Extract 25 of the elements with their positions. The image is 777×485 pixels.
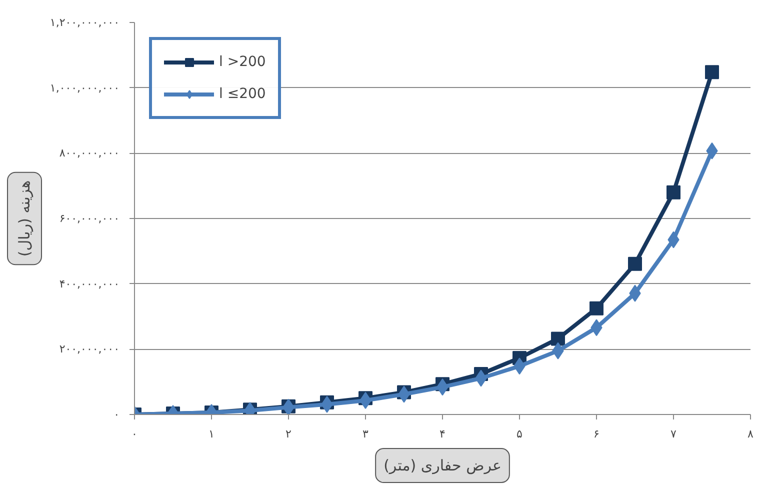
y-axis-title: هزینه (ریال): [16, 180, 34, 257]
x-tick-label: ۷: [670, 428, 677, 440]
point: [666, 185, 680, 200]
y-tick-label: ۲۰۰,۰۰۰,۰۰۰: [59, 342, 120, 356]
x-tick-label: ۱: [208, 428, 214, 440]
x-tick-label: ۶: [594, 428, 600, 440]
y-tick-label: ۴۰۰,۰۰۰,۰۰۰: [59, 277, 120, 290]
legend-label: l >200: [219, 54, 266, 70]
point: [705, 65, 719, 80]
x-tick-label: ۸: [748, 428, 754, 440]
y-tick-label: ۸۰۰,۰۰۰,۰۰۰: [59, 146, 120, 160]
legend-label: l ≤200: [219, 86, 266, 102]
x-tick-label: ۴: [440, 428, 446, 440]
y-tick-label: ۱,۲۰۰,۰۰۰,۰۰۰: [50, 16, 120, 29]
x-tick-label: ۲: [286, 428, 292, 440]
y-tick-label: ۱,۰۰۰,۰۰۰,۰۰۰: [50, 81, 120, 94]
y-tick-label: ۶۰۰,۰۰۰,۰۰۰: [59, 212, 120, 225]
point: [590, 301, 604, 316]
x-tick-label: ۵: [516, 428, 523, 440]
x-axis-title: عرض حفاری (متر): [384, 456, 502, 474]
x-tick-label: ۳: [362, 428, 369, 440]
y-tick-label: ۰: [114, 408, 120, 421]
x-tick-label: ۰: [132, 428, 138, 440]
point: [628, 256, 642, 271]
point: [551, 332, 565, 346]
